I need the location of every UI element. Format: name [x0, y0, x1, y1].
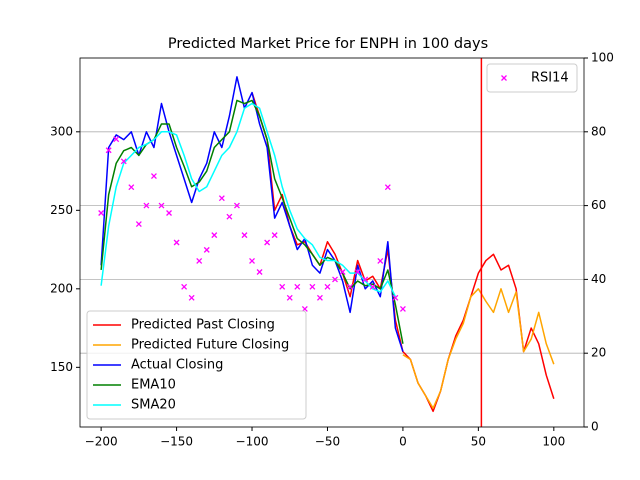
series-line	[100, 102, 397, 297]
rsi-point	[218, 195, 225, 202]
rsi-point	[347, 283, 354, 290]
rsi-point	[249, 257, 255, 264]
rsi-point	[203, 246, 210, 253]
rsi-point	[135, 221, 142, 228]
legend-box	[486, 63, 578, 93]
rsi-point	[241, 232, 248, 239]
rsi-point	[256, 269, 263, 275]
rsi-point	[188, 294, 195, 301]
x-tick-label: −200	[85, 435, 118, 449]
y2-tick-label: 60	[591, 198, 606, 212]
legend-label: SMA20	[131, 398, 176, 413]
rsi-point	[143, 202, 150, 209]
rsi-point	[226, 213, 233, 220]
x-tick-label: 0	[399, 435, 407, 449]
series-line	[100, 76, 404, 352]
legend-label: Predicted Past Closing	[131, 318, 275, 333]
y-tick-label: 250	[50, 203, 73, 217]
rsi-point	[384, 184, 391, 191]
rsi-point	[392, 294, 399, 301]
y-tick-label: 300	[50, 124, 73, 138]
legend-box	[86, 310, 307, 420]
rsi-point	[309, 283, 316, 290]
rsi-point	[332, 276, 338, 283]
x-tick-label: 50	[471, 435, 486, 449]
rsi-point	[173, 239, 180, 246]
legend-label: RSI14	[531, 71, 569, 86]
rsi-point	[324, 283, 331, 290]
x-tick-label: −150	[160, 435, 193, 449]
rsi-point	[286, 294, 293, 301]
rsi-point	[158, 202, 165, 209]
legend-label: Actual Closing	[131, 358, 223, 373]
rsi-point	[150, 173, 157, 180]
y-tick-label: 150	[50, 360, 73, 374]
y2-tick-label: 20	[591, 346, 606, 360]
rsi-point	[120, 158, 127, 165]
legend-label: Predicted Future Closing	[131, 338, 289, 353]
rsi-point	[196, 257, 203, 264]
axes-frame	[79, 57, 585, 428]
rsi-point	[105, 147, 112, 154]
legend-marker	[501, 75, 507, 81]
plot-area	[98, 76, 555, 413]
rsi-point	[369, 283, 376, 290]
series-line	[402, 288, 555, 409]
rsi-point	[354, 269, 361, 275]
rsi-point	[399, 305, 406, 312]
rsi-point	[211, 232, 218, 239]
y-tick-label: 200	[50, 281, 73, 295]
y2-tick-label: 100	[591, 51, 614, 65]
rsi-point	[279, 283, 286, 290]
rsi-point	[233, 202, 240, 209]
rsi-point	[181, 283, 188, 290]
y2-tick-label: 40	[591, 272, 606, 286]
rsi-point	[98, 210, 105, 216]
x-tick-label: −50	[315, 435, 340, 449]
rsi-point	[264, 239, 271, 246]
legend-label: EMA10	[131, 378, 176, 393]
rsi-point	[377, 257, 384, 264]
x-tick-label: 100	[542, 435, 565, 449]
chart-title: Predicted Market Price for ENPH in 100 d…	[168, 36, 488, 52]
x-tick-label: −100	[236, 435, 269, 449]
y2-tick-label: 80	[591, 124, 606, 138]
rsi-point	[166, 210, 172, 216]
rsi-point	[128, 184, 135, 191]
y2-tick-label: 0	[591, 420, 599, 434]
rsi-point	[339, 269, 346, 275]
rsi-point	[113, 136, 120, 143]
rsi-point	[316, 294, 323, 301]
rsi-point	[362, 276, 369, 283]
rsi-point	[294, 283, 301, 290]
rsi-point	[271, 232, 278, 239]
